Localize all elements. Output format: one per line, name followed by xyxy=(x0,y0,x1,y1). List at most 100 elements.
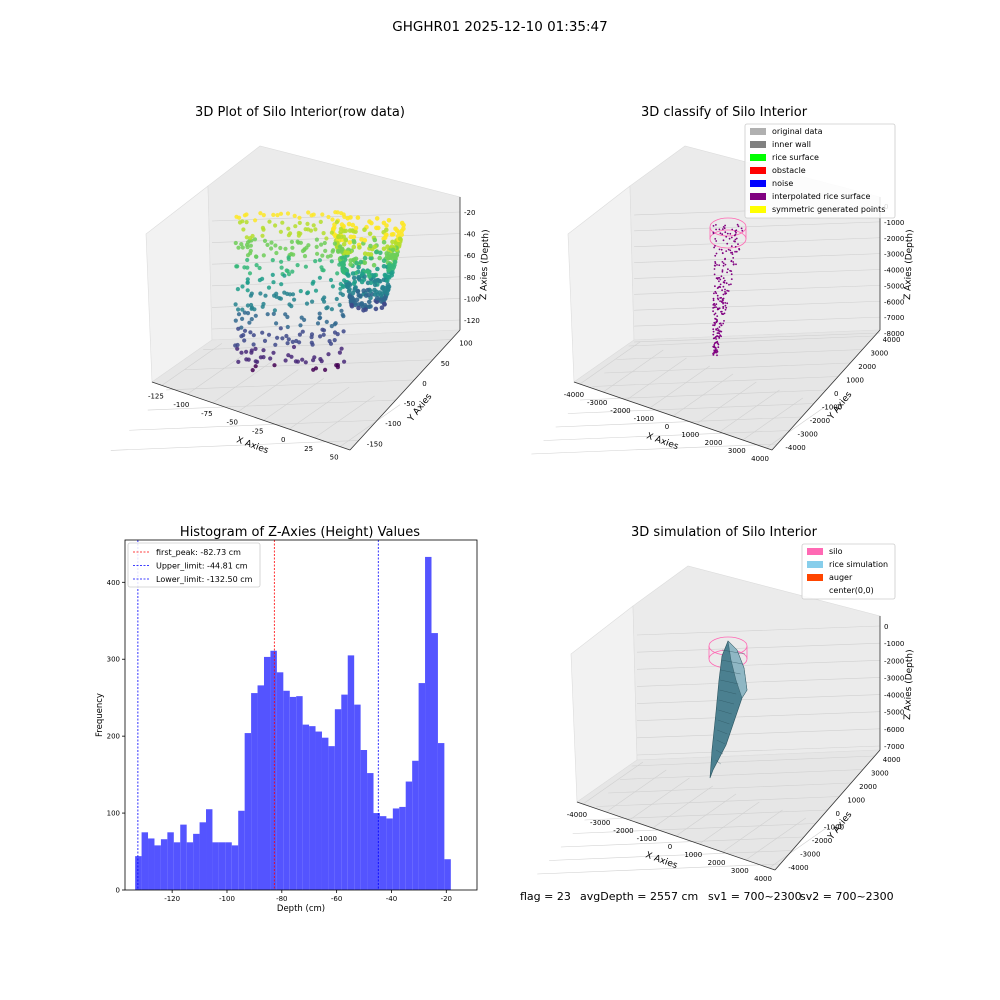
raw-point xyxy=(317,258,322,263)
histogram-bar xyxy=(360,750,368,890)
mesh-line xyxy=(720,679,739,685)
legend-label: rice surface xyxy=(772,153,819,162)
histogram-bar xyxy=(206,809,213,890)
raw-point xyxy=(245,277,250,282)
z-tick-label: -6000 xyxy=(884,726,904,734)
raw-point xyxy=(375,266,380,272)
classify-point xyxy=(716,335,718,337)
histogram-bar xyxy=(225,842,232,890)
raw-point xyxy=(322,240,327,246)
classify-point xyxy=(720,310,723,313)
mesh-line xyxy=(717,729,728,735)
legend-label: noise xyxy=(772,179,793,188)
raw-point xyxy=(318,334,323,339)
classify-x-ticks: -4000-3000-2000 -1000 0 1000 2000 3000 4000 xyxy=(564,391,769,463)
raw-point xyxy=(345,271,350,277)
raw-point xyxy=(284,268,289,273)
legend-label: silo xyxy=(829,547,843,556)
raw-point xyxy=(283,312,288,317)
classify-point xyxy=(721,233,724,236)
raw-point xyxy=(386,218,392,223)
raw-point xyxy=(385,244,390,249)
classify-point xyxy=(716,264,718,266)
histogram-bar xyxy=(347,655,355,890)
raw-point xyxy=(272,308,277,313)
classify-point xyxy=(737,225,740,228)
y-tick-label: 100 xyxy=(459,340,472,348)
raw-point xyxy=(399,232,405,237)
raw-point xyxy=(377,255,383,261)
x-tick-label: -4000 xyxy=(564,391,584,399)
histogram-y-ticks: 0 100 200 300 400 xyxy=(107,579,125,895)
histogram-title: Histogram of Z-Axies (Height) Values xyxy=(180,525,420,540)
y-tick-label: 2000 xyxy=(858,363,876,371)
gridline xyxy=(110,440,359,451)
classify-point xyxy=(740,227,743,230)
classify-point xyxy=(724,302,727,304)
raw-y-ticks: 100 50 0 -50 -100 -150 xyxy=(367,340,473,449)
raw-point xyxy=(349,302,354,308)
y-tick-label: -3000 xyxy=(798,431,818,439)
classify-point xyxy=(714,254,717,257)
classify-point xyxy=(715,306,717,309)
classify-point xyxy=(715,341,718,344)
classify-point xyxy=(718,280,720,283)
gridline xyxy=(636,745,881,756)
y-tick-label: 1000 xyxy=(846,377,864,385)
classify-point xyxy=(723,312,726,315)
classify-point xyxy=(713,273,716,276)
y-tick-label: -1000 xyxy=(824,824,844,832)
gridline xyxy=(722,809,783,853)
gridline xyxy=(161,343,223,386)
raw-point xyxy=(248,293,253,298)
histogram-y-tick-label: 300 xyxy=(107,656,120,664)
classify-point xyxy=(721,261,724,263)
raw-point xyxy=(233,343,238,348)
y-tick-label: -4000 xyxy=(785,444,805,452)
raw-point xyxy=(378,293,384,298)
z-tick-label: -8000 xyxy=(884,330,904,338)
raw-point xyxy=(279,265,284,270)
gridline xyxy=(147,399,396,411)
raw-point xyxy=(363,307,368,312)
histogram-bar xyxy=(309,726,316,890)
raw-point xyxy=(292,213,297,218)
classify-point xyxy=(722,277,725,279)
raw-point xyxy=(292,297,297,302)
histogram-bar xyxy=(238,810,245,890)
raw-point xyxy=(271,280,276,285)
simulation-zlabel: Z Axies (Depth) xyxy=(903,649,915,720)
z-tick-label: -4000 xyxy=(884,692,904,700)
raw-point xyxy=(260,276,265,281)
classify-point xyxy=(713,349,716,352)
histogram-bar xyxy=(251,693,258,890)
gridline xyxy=(608,782,852,794)
histogram-x-ticks: -120 -100 -80 -60 -40 -20 xyxy=(164,890,452,903)
raw-point xyxy=(242,338,247,343)
raw-point xyxy=(365,287,370,293)
raw-title: 3D Plot of Silo Interior(row data) xyxy=(195,105,405,120)
classify-point xyxy=(717,298,720,301)
classify-legend-frame xyxy=(744,123,896,219)
histogram-bar xyxy=(148,838,155,890)
raw-point xyxy=(239,350,244,355)
z-tick-label: -80 xyxy=(464,274,475,282)
gridline xyxy=(628,335,875,347)
raw-point xyxy=(233,318,238,323)
z-tick-label: -120 xyxy=(464,317,480,325)
x-tick-label: -4000 xyxy=(567,811,587,819)
raw-point xyxy=(315,321,321,326)
raw-point xyxy=(368,252,374,257)
raw-point xyxy=(376,278,382,284)
raw-point xyxy=(383,285,388,291)
x-tick-label: -50 xyxy=(227,419,238,427)
raw-point xyxy=(347,240,353,245)
raw-point xyxy=(329,307,334,312)
raw-point xyxy=(384,253,390,259)
figure-suptitle: GHGHR01 2025-12-10 01:35:47 xyxy=(392,19,607,35)
gridline xyxy=(129,419,378,431)
raw-point xyxy=(335,332,340,337)
x-tick-label: 1000 xyxy=(684,851,702,859)
raw-point xyxy=(247,320,252,325)
gridline xyxy=(572,823,816,834)
